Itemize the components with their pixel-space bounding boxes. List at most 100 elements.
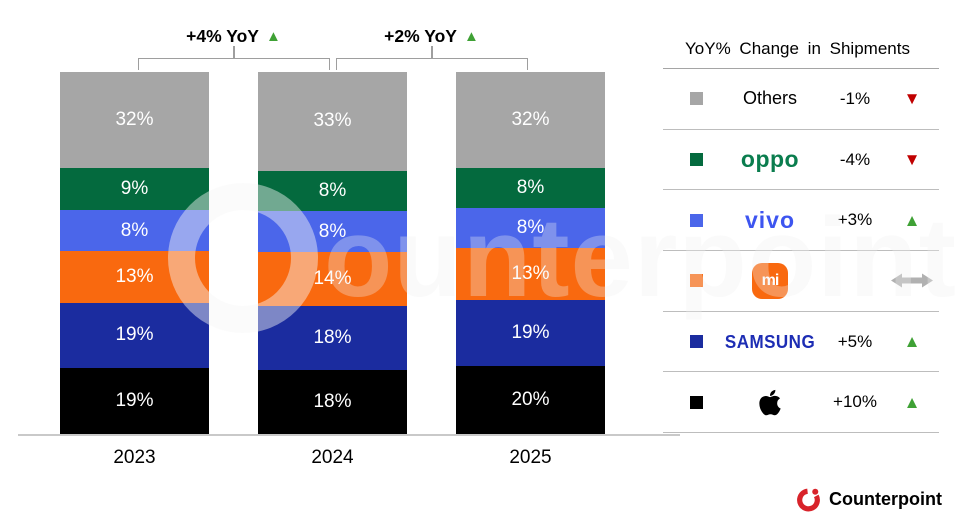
legend-trend-cell: ▲ bbox=[885, 212, 939, 229]
legend-change-value: -4% bbox=[839, 149, 871, 169]
footer-brand: Counterpoint bbox=[795, 486, 942, 513]
trend-up-icon: ▲ bbox=[903, 392, 921, 412]
legend-change-value: +3% bbox=[837, 210, 873, 230]
trend-down-icon: ▼ bbox=[903, 150, 921, 170]
legend-change-value: +5% bbox=[837, 331, 873, 351]
legend-trend-cell: ▲ bbox=[885, 394, 939, 411]
yoy-annotation: +2% YoY ▲ bbox=[384, 26, 479, 47]
legend-title: YoY% Change in Shipments bbox=[685, 39, 910, 58]
bar-segment-samsung-2023: 19% bbox=[60, 302, 209, 369]
legend-trend-cell: ▼ bbox=[885, 151, 939, 168]
segment-value-label: 13% bbox=[511, 263, 550, 285]
legend-panel: YoY% Change in Shipments Others -1% ▼ oppo -… bbox=[663, 30, 939, 434]
legend-row-others: Others -1% ▼ bbox=[663, 69, 939, 130]
samsung-logo: SAMSUNG bbox=[715, 331, 825, 353]
stacked-bar-2024: 33% 8% 8% 14% 18% 18% bbox=[258, 72, 407, 434]
bar-segment-vivo-2024: 8% bbox=[258, 211, 407, 252]
bar-segment-apple-2023: 19% bbox=[60, 368, 209, 435]
mi-logo: mi bbox=[715, 262, 825, 299]
stacked-bar-2023: 32% 9% 8% 13% 19% 19% bbox=[60, 72, 209, 435]
segment-value-label: 9% bbox=[120, 177, 149, 199]
yoy-annotation-label: +4% YoY bbox=[186, 26, 259, 46]
trend-up-icon: ▲ bbox=[463, 28, 479, 45]
trend-up-icon: ▲ bbox=[265, 28, 281, 45]
segment-value-label: 18% bbox=[313, 391, 352, 413]
oppo-wordmark: oppo bbox=[740, 146, 800, 173]
legend-swatch-others bbox=[690, 92, 703, 106]
apple-logo bbox=[715, 388, 825, 417]
bar-segment-samsung-2025: 19% bbox=[456, 300, 605, 367]
apple-logo-icon bbox=[758, 388, 782, 417]
bar-segment-samsung-2024: 18% bbox=[258, 306, 407, 371]
oppo-logo: oppo bbox=[715, 146, 825, 173]
segment-value-label: 8% bbox=[318, 220, 347, 242]
segment-value-label: 13% bbox=[115, 265, 154, 287]
x-axis-label-2023: 2023 bbox=[113, 447, 156, 468]
segment-value-label: 18% bbox=[313, 327, 352, 349]
legend-swatch-mi bbox=[690, 274, 703, 288]
segment-value-label: 8% bbox=[516, 217, 545, 239]
others-wordmark: Others bbox=[742, 88, 798, 109]
bar-segment-others-2024: 33% bbox=[258, 72, 407, 171]
x-axis-label-2025: 2025 bbox=[509, 447, 552, 468]
bar-segment-apple-2025: 20% bbox=[456, 366, 605, 435]
legend-row-mi: mi bbox=[663, 251, 939, 312]
legend-trend-cell bbox=[885, 272, 939, 289]
xiaomi-logo-text: mi bbox=[761, 271, 780, 289]
segment-value-label: 33% bbox=[313, 110, 352, 132]
segment-value-label: 14% bbox=[313, 268, 352, 290]
trend-up-icon: ▲ bbox=[903, 210, 921, 230]
legend-row-apple: +10% ▲ bbox=[663, 372, 939, 434]
footer-brand-name: Counterpoint bbox=[829, 489, 942, 509]
bar-segment-vivo-2023: 8% bbox=[60, 210, 209, 251]
trend-down-icon: ▼ bbox=[903, 89, 921, 109]
others-logo: Others bbox=[715, 88, 825, 109]
legend-trend-cell: ▲ bbox=[885, 333, 939, 350]
x-axis-line bbox=[18, 434, 680, 436]
legend-row-vivo: vivo +3% ▲ bbox=[663, 190, 939, 252]
stacked-bar-2025: 32% 8% 8% 13% 19% 20% bbox=[456, 72, 605, 435]
trend-flat-icon bbox=[887, 272, 937, 289]
yoy-annotation-label: +2% YoY bbox=[384, 26, 457, 46]
counterpoint-logo-icon bbox=[795, 486, 822, 513]
segment-value-label: 8% bbox=[318, 179, 347, 201]
bar-segment-apple-2024: 18% bbox=[258, 370, 407, 434]
legend-trend-cell: ▼ bbox=[885, 90, 939, 107]
yoy-annotation: +4% YoY ▲ bbox=[186, 26, 281, 47]
legend-rows: Others -1% ▼ oppo -4% ▼ vivo +3% ▲ mi SAMSUNG +5% ▲ +… bbox=[663, 68, 939, 434]
segment-value-label: 32% bbox=[115, 108, 154, 130]
segment-value-label: 8% bbox=[120, 219, 149, 241]
x-axis-label-2024: 2024 bbox=[311, 447, 354, 468]
xiaomi-logo-icon: mi bbox=[752, 262, 788, 299]
trend-up-icon: ▲ bbox=[903, 332, 921, 352]
bar-segment-others-2023: 32% bbox=[60, 72, 209, 168]
legend-row-samsung: SAMSUNG +5% ▲ bbox=[663, 312, 939, 373]
bar-segment-xiaomi-2023: 13% bbox=[60, 250, 209, 303]
yoy-bracket-stub bbox=[430, 46, 433, 59]
vivo-wordmark: vivo bbox=[744, 206, 796, 233]
bar-segment-others-2025: 32% bbox=[456, 72, 605, 168]
segment-value-label: 19% bbox=[115, 390, 154, 412]
segment-value-label: 19% bbox=[115, 324, 154, 346]
bar-segment-xiaomi-2025: 13% bbox=[456, 248, 605, 301]
bar-segment-vivo-2025: 8% bbox=[456, 208, 605, 249]
bar-segment-oppo-2025: 8% bbox=[456, 167, 605, 208]
segment-value-label: 8% bbox=[516, 176, 545, 198]
legend-change-value: -1% bbox=[839, 88, 871, 108]
segment-value-label: 20% bbox=[511, 389, 550, 411]
legend-swatch-vivo bbox=[690, 213, 703, 227]
legend-change-value: +10% bbox=[833, 392, 877, 412]
legend-swatch-samsung bbox=[690, 335, 703, 349]
segment-value-label: 32% bbox=[511, 108, 550, 130]
vivo-logo: vivo bbox=[715, 207, 825, 234]
yoy-bracket-stub bbox=[232, 46, 235, 59]
bar-segment-oppo-2024: 8% bbox=[258, 170, 407, 212]
legend-swatch-apple bbox=[690, 395, 703, 409]
bar-segment-xiaomi-2024: 14% bbox=[258, 251, 407, 307]
segment-value-label: 19% bbox=[511, 322, 550, 344]
yoy-bracket bbox=[335, 58, 528, 70]
yoy-bracket bbox=[137, 58, 330, 70]
samsung-wordmark: SAMSUNG bbox=[724, 330, 816, 352]
bar-segment-oppo-2023: 9% bbox=[60, 167, 209, 211]
